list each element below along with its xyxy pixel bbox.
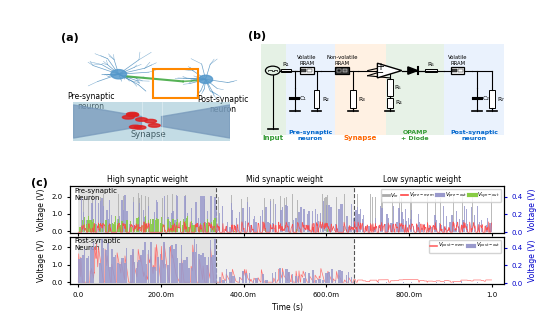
Text: OPAMP
+ Diode: OPAMP + Diode	[402, 130, 429, 141]
Text: R₆: R₆	[428, 62, 435, 67]
Text: R₇: R₇	[497, 97, 504, 102]
Bar	[78, 237, 216, 284]
Bar	[451, 67, 464, 74]
Text: Pre-synaptic
neuron: Pre-synaptic neuron	[67, 92, 115, 111]
Polygon shape	[111, 70, 127, 79]
Bar	[286, 44, 335, 135]
Bar	[386, 78, 393, 96]
Text: Pre-synaptic
Neuron: Pre-synaptic Neuron	[74, 188, 118, 201]
Bar	[301, 69, 306, 72]
Bar	[452, 69, 456, 72]
Text: Volatile
RRAM: Volatile RRAM	[297, 55, 316, 66]
Bar	[78, 186, 216, 233]
Bar	[335, 44, 386, 135]
Text: C₂: C₂	[483, 96, 489, 101]
Text: Volatile
RRAM: Volatile RRAM	[448, 55, 468, 66]
Bar	[260, 44, 286, 135]
Bar	[386, 44, 444, 135]
Text: R₁: R₁	[283, 62, 290, 67]
Text: (b): (b)	[249, 31, 267, 41]
Legend: $V_{post-mem}$, $V_{post-out}$: $V_{post-mem}$, $V_{post-out}$	[429, 240, 501, 253]
Text: Non-volatile
RRAM: Non-volatile RRAM	[326, 55, 358, 66]
Text: Low synaptic weight: Low synaptic weight	[384, 175, 461, 184]
Y-axis label: Voltage (V): Voltage (V)	[36, 239, 45, 282]
Y-axis label: Voltage (V): Voltage (V)	[36, 188, 45, 231]
Y-axis label: Voltage (V): Voltage (V)	[529, 239, 538, 282]
Polygon shape	[199, 75, 213, 84]
Bar	[343, 69, 347, 72]
Text: Synapse: Synapse	[344, 135, 377, 141]
Bar	[425, 69, 437, 72]
Text: (a): (a)	[61, 33, 79, 43]
Text: −: −	[376, 68, 384, 78]
Bar	[307, 69, 312, 72]
Text: Post-synaptic
neuron: Post-synaptic neuron	[197, 95, 249, 114]
Text: Pre-synaptic
neuron: Pre-synaptic neuron	[288, 130, 333, 141]
Bar	[314, 90, 320, 108]
Text: Mid synaptic weight: Mid synaptic weight	[246, 175, 323, 184]
Legend: $V_{in}$, $V_{pre-mem}$, $V_{pre-out}$, $V_{syn-out}$: $V_{in}$, $V_{pre-mem}$, $V_{pre-out}$, …	[381, 189, 501, 202]
Text: C₁: C₁	[300, 96, 307, 101]
Bar	[489, 90, 494, 108]
Y-axis label: Voltage (V): Voltage (V)	[529, 188, 538, 231]
Bar	[216, 186, 353, 233]
Bar	[281, 69, 291, 72]
Bar	[350, 90, 356, 108]
Text: Post-synaptic
Neuron: Post-synaptic Neuron	[74, 238, 121, 251]
Text: +: +	[376, 62, 384, 72]
Text: R₄: R₄	[395, 100, 402, 105]
Text: R₃: R₃	[358, 97, 365, 102]
Polygon shape	[377, 63, 402, 78]
Text: R₅: R₅	[394, 85, 401, 90]
Bar	[335, 67, 349, 74]
Bar	[386, 98, 393, 108]
Polygon shape	[408, 67, 418, 74]
Text: Post-synaptic
neuron: Post-synaptic neuron	[450, 130, 498, 141]
Text: (c): (c)	[31, 178, 48, 188]
Bar	[300, 67, 314, 74]
Text: High synaptic weight: High synaptic weight	[106, 175, 188, 184]
Text: R₂: R₂	[322, 97, 329, 102]
Text: Input: Input	[263, 135, 284, 141]
Bar	[458, 69, 463, 72]
Bar	[444, 44, 504, 135]
Text: Synapse: Synapse	[130, 130, 166, 139]
X-axis label: Time (s): Time (s)	[272, 303, 302, 312]
Bar	[216, 237, 353, 284]
Bar	[337, 69, 341, 72]
